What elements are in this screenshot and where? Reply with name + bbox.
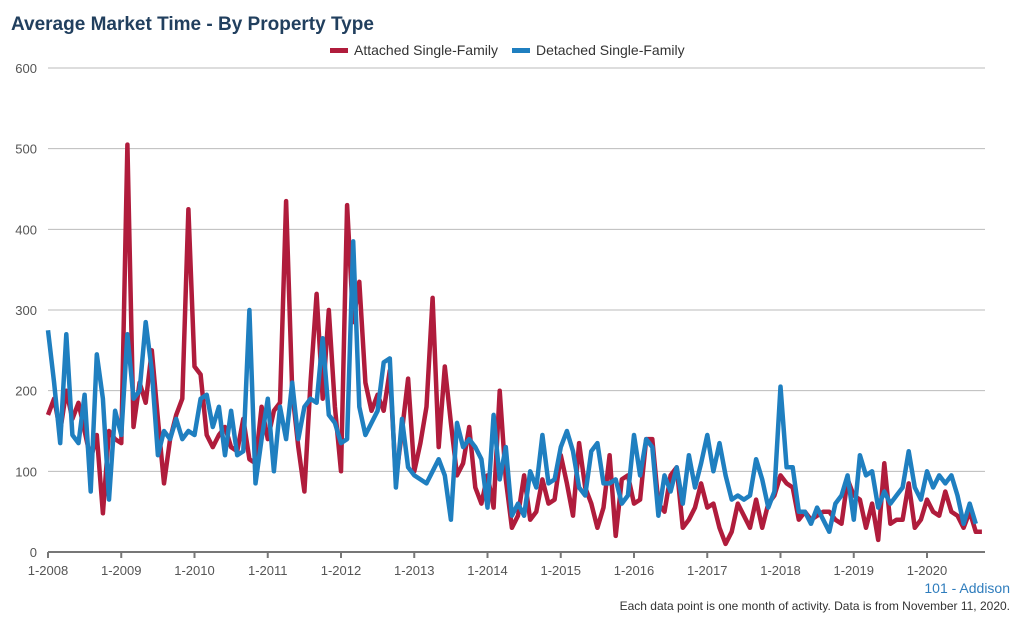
series-line-detached (45, 239, 978, 535)
x-tick-label: 1-2013 (394, 563, 434, 578)
y-tick-label: 0 (30, 545, 37, 560)
x-tick-label: 1-2015 (541, 563, 581, 578)
legend-swatch-detached (511, 47, 530, 53)
x-tick-label: 1-2017 (687, 563, 727, 578)
legend: Attached Single-Family Detached Single-F… (330, 42, 685, 58)
legend-swatch-attached (330, 47, 348, 53)
footnote: Each data point is one month of activity… (619, 599, 1010, 613)
chart-title: Average Market Time - By Property Type (11, 14, 374, 35)
y-tick-label: 300 (15, 303, 37, 318)
y-tick-label: 400 (15, 222, 37, 237)
legend-label: Detached Single-Family (535, 42, 685, 58)
x-tick-label: 1-2010 (174, 563, 214, 578)
x-tick-label: 1-2008 (28, 563, 68, 578)
legend-label: Attached Single-Family (354, 42, 498, 58)
x-tick-label: 1-2012 (321, 563, 361, 578)
location-label: 101 - Addison (924, 580, 1010, 596)
y-tick-label: 600 (15, 61, 37, 76)
y-tick-label: 100 (15, 464, 37, 479)
y-tick-label: 200 (15, 384, 37, 399)
x-tick-label: 1-2019 (834, 563, 874, 578)
x-tick-label: 1-2014 (467, 563, 507, 578)
x-tick-label: 1-2020 (907, 563, 947, 578)
x-tick-label: 1-2011 (248, 563, 288, 578)
x-tick-label: 1-2018 (760, 563, 800, 578)
y-tick-label: 500 (15, 142, 37, 157)
series-line-attached (45, 142, 982, 547)
x-tick-label: 1-2016 (614, 563, 654, 578)
legend-item-attached[interactable]: Attached Single-Family (330, 42, 498, 58)
legend-item-detached[interactable]: Detached Single-Family (511, 42, 685, 58)
x-tick-label: 1-2009 (101, 563, 141, 578)
